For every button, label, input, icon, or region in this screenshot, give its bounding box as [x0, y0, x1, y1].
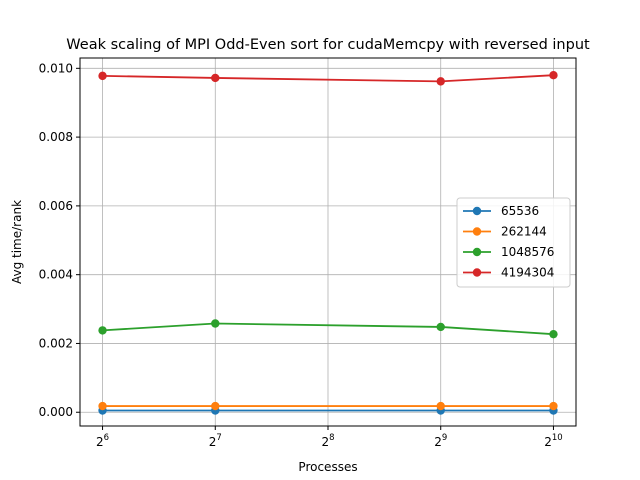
- x-tick-exponent: 8: [329, 433, 334, 443]
- legend-marker: [472, 268, 482, 277]
- y-axis-label: Avg time/rank: [10, 200, 24, 284]
- legend-label: 262144: [501, 225, 547, 239]
- data-point: [549, 70, 558, 80]
- legend-label: 4194304: [501, 266, 554, 280]
- data-point: [436, 401, 445, 411]
- y-tick-label: 0.004: [39, 268, 73, 282]
- series-line: [102, 74, 554, 83]
- y-tick-label: 0.010: [39, 61, 73, 75]
- series-layer: [98, 70, 558, 415]
- data-point: [436, 77, 445, 86]
- series-line: [102, 322, 554, 336]
- x-tick-exponent: 7: [216, 433, 221, 443]
- y-tick-label: 0.006: [39, 199, 73, 213]
- y-tick-label: 0.008: [39, 130, 73, 144]
- legend-entry: 262144: [463, 225, 547, 239]
- data-point: [98, 71, 107, 81]
- data-point: [436, 322, 445, 332]
- x-tick-exponent: 10: [552, 433, 563, 443]
- legend: 65536 262144 1048576 4194304: [456, 197, 571, 288]
- data-point: [98, 326, 107, 335]
- data-point: [211, 319, 220, 328]
- x-tick-exponent: 9: [442, 433, 447, 443]
- chart-title: Weak scaling of MPI Odd-Even sort for cu…: [66, 37, 590, 53]
- x-tick-exponent: 6: [104, 433, 109, 443]
- series-262144: [98, 401, 558, 411]
- data-point: [98, 401, 107, 411]
- data-point: [549, 329, 558, 339]
- y-tick-label: 0.002: [39, 336, 73, 350]
- legend-entry: 65536: [463, 204, 539, 218]
- legend-marker: [472, 247, 482, 257]
- legend-entry: 1048576: [463, 245, 554, 259]
- axis-ticks: 26 27 28 29 2100.0000.0020.0040.0060.0080.01…: [39, 61, 563, 449]
- data-point: [211, 73, 220, 83]
- series-4194304: [98, 70, 558, 86]
- legend-box: [456, 197, 571, 288]
- legend-entry: 4194304: [463, 266, 554, 280]
- y-tick-label: 0.000: [39, 405, 73, 419]
- legend-label: 1048576: [501, 245, 554, 259]
- series-1048576: [98, 319, 558, 339]
- grid-lines: [80, 58, 576, 426]
- legend-label: 65536: [501, 204, 539, 218]
- legend-marker: [472, 227, 482, 236]
- x-axis-label: Processes: [298, 460, 357, 474]
- data-point: [549, 401, 558, 411]
- data-point: [211, 401, 220, 411]
- legend-marker: [472, 206, 482, 216]
